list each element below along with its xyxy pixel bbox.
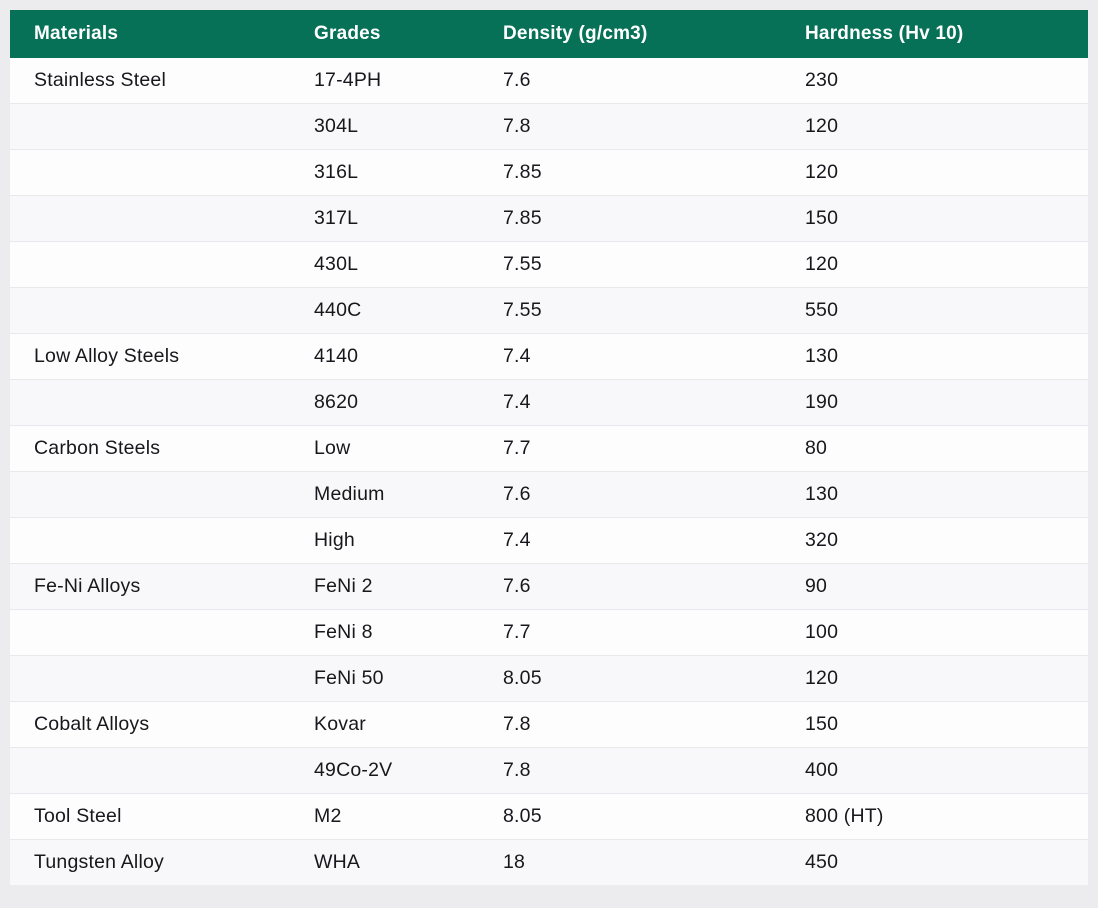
cell-grades: High [290, 517, 479, 564]
cell-materials [10, 379, 290, 426]
cell-density: 7.6 [503, 69, 531, 91]
table-row: Cobalt Alloys Kovar 7.8 150 [10, 701, 1088, 748]
cell-density: 18 [479, 839, 781, 885]
cell-hardness: 80 [781, 425, 1088, 472]
table-row: FeNi 50 8.05 120 [10, 655, 1088, 702]
cell-hardness: 120 [781, 149, 1088, 196]
table-row: Carbon Steels Low 7.7 80 [10, 425, 1088, 472]
cell-materials: Tool Steel [10, 793, 290, 840]
cell-materials [10, 747, 290, 794]
cell-grades: 8620 [290, 379, 479, 426]
cell-hardness: 120 [781, 103, 1088, 150]
cell-density: 7.55 [479, 241, 781, 288]
table-row: Fe-Ni Alloys FeNi 2 7.6 90 [10, 563, 1088, 610]
header-row: Materials Grades Density (g/cm3) Hardnes… [10, 10, 1088, 58]
cell-grades: 17-4PH [314, 69, 382, 91]
table-row: 304L 7.8 120 [10, 103, 1088, 150]
cell-density: 7.4 [479, 333, 781, 380]
materials-table: Materials Grades Density (g/cm3) Hardnes… [10, 10, 1088, 885]
cell-materials [10, 149, 290, 196]
table-row: 316L 7.85 120 [10, 149, 1088, 196]
cell-density: 8.05 [479, 655, 781, 702]
cell-materials [10, 195, 290, 242]
cell-materials [10, 241, 290, 288]
cell-hardness: 150 [781, 195, 1088, 242]
cell-hardness: 450 [781, 839, 1088, 885]
table-row: 317L 7.85 150 [10, 195, 1088, 242]
cell-materials [10, 609, 290, 656]
page: Materials Grades Density (g/cm3) Hardnes… [10, 10, 1088, 885]
table-row: 440C 7.55 550 [10, 287, 1088, 334]
table-row: Stainless Steel 17-4PH 7.6 230 [10, 58, 1088, 104]
cell-grades: M2 [290, 793, 479, 840]
cell-hardness: 100 [781, 609, 1088, 656]
col-header-materials: Materials [10, 10, 290, 58]
cell-grades: 317L [290, 195, 479, 242]
cell-density: 7.55 [479, 287, 781, 334]
table-row: 8620 7.4 190 [10, 379, 1088, 426]
cell-grades: 440C [290, 287, 479, 334]
cell-hardness: 120 [781, 655, 1088, 702]
table-row: 49Co-2V 7.8 400 [10, 747, 1088, 794]
cell-grades: Kovar [290, 701, 479, 748]
cell-density: 7.4 [479, 379, 781, 426]
cell-grades: 49Co-2V [290, 747, 479, 794]
cell-hardness: 130 [781, 333, 1088, 380]
cell-materials: Cobalt Alloys [10, 701, 290, 748]
cell-density: 7.6 [479, 471, 781, 518]
cell-hardness: 190 [781, 379, 1088, 426]
cell-grades: WHA [290, 839, 479, 885]
cell-grades: Low [290, 425, 479, 472]
table-row: Low Alloy Steels 4140 7.4 130 [10, 333, 1088, 380]
cell-grades: 4140 [290, 333, 479, 380]
col-header-grades: Grades [290, 10, 479, 58]
cell-materials: Fe-Ni Alloys [10, 563, 290, 610]
cell-hardness: 400 [781, 747, 1088, 794]
cell-materials [10, 103, 290, 150]
cell-grades: Medium [290, 471, 479, 518]
cell-hardness: 130 [781, 471, 1088, 518]
cell-density: 7.85 [479, 149, 781, 196]
cell-density: 8.05 [479, 793, 781, 840]
cell-materials [10, 517, 290, 564]
cell-density: 7.8 [479, 701, 781, 748]
cell-materials [10, 471, 290, 518]
table-row: Tool Steel M2 8.05 800 (HT) [10, 793, 1088, 840]
cell-hardness: 320 [781, 517, 1088, 564]
table-header: Materials Grades Density (g/cm3) Hardnes… [10, 10, 1088, 58]
table-row: Medium 7.6 130 [10, 471, 1088, 518]
cell-grades: FeNi 50 [290, 655, 479, 702]
cell-density: 7.7 [479, 425, 781, 472]
table-row: FeNi 8 7.7 100 [10, 609, 1088, 656]
cell-grades: 304L [290, 103, 479, 150]
cell-density: 7.6 [479, 563, 781, 610]
cell-grades: 316L [290, 149, 479, 196]
col-header-hardness: Hardness (Hv 10) [781, 10, 1088, 58]
cell-materials [10, 287, 290, 334]
cell-materials [10, 655, 290, 702]
cell-hardness: 550 [781, 287, 1088, 334]
cell-hardness: 800 (HT) [781, 793, 1088, 840]
table-row: 430L 7.55 120 [10, 241, 1088, 288]
cell-hardness: 90 [781, 563, 1088, 610]
cell-density: 7.8 [479, 747, 781, 794]
cell-hardness: 150 [781, 701, 1088, 748]
cell-hardness: 230 [805, 69, 839, 91]
cell-density: 7.4 [479, 517, 781, 564]
table-row: High 7.4 320 [10, 517, 1088, 564]
cell-density: 7.8 [479, 103, 781, 150]
cell-materials: Carbon Steels [10, 425, 290, 472]
col-header-density: Density (g/cm3) [479, 10, 781, 58]
cell-materials: Low Alloy Steels [10, 333, 290, 380]
cell-materials: Stainless Steel [34, 69, 166, 91]
cell-density: 7.7 [479, 609, 781, 656]
cell-materials: Tungsten Alloy [10, 839, 290, 885]
table-body: Stainless Steel 17-4PH 7.6 230 304L 7.8 120 316… [10, 58, 1088, 885]
cell-density: 7.85 [479, 195, 781, 242]
table-row: Tungsten Alloy WHA 18 450 [10, 839, 1088, 885]
cell-hardness: 120 [781, 241, 1088, 288]
cell-grades: 430L [290, 241, 479, 288]
cell-grades: FeNi 2 [290, 563, 479, 610]
cell-grades: FeNi 8 [290, 609, 479, 656]
